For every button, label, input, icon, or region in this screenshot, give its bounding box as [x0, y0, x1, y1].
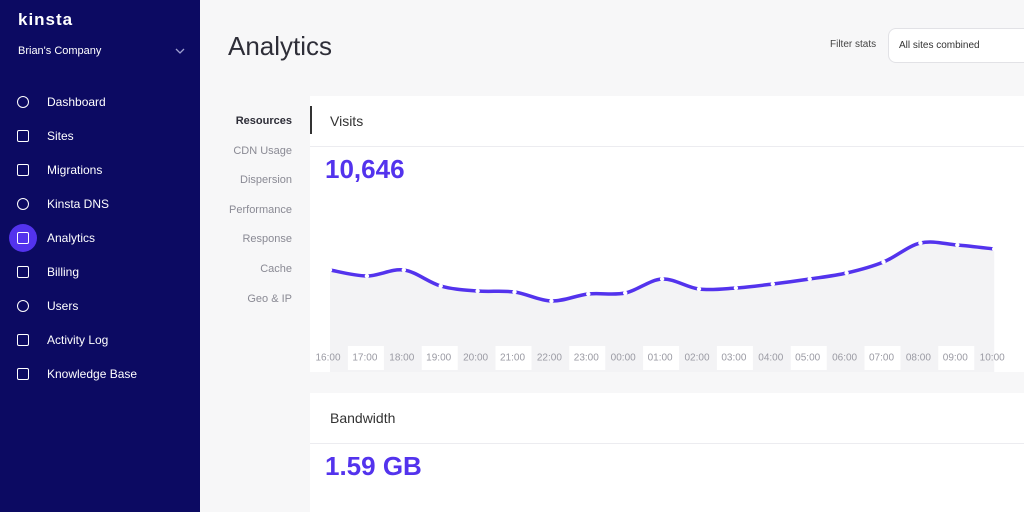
x-tick-label: 20:00	[463, 353, 488, 364]
x-tick-label: 21:00	[500, 353, 525, 364]
card-total: 1.59 GB	[325, 451, 422, 481]
x-tick-label: 09:00	[943, 353, 968, 364]
nav-icon	[17, 368, 29, 380]
divider	[310, 443, 1024, 444]
company-selector[interactable]: Brian's Company	[18, 45, 102, 57]
submenu-item[interactable]: Performance	[229, 203, 292, 216]
logo[interactable]: Kinsta	[18, 10, 74, 29]
point	[512, 289, 517, 295]
x-tick-label: 17:00	[352, 353, 377, 364]
point	[623, 290, 628, 296]
filter-dropdown[interactable]: All sites combined	[888, 28, 1024, 63]
x-tick-label: 23:00	[574, 353, 599, 364]
submenu-item[interactable]: Dispersion	[240, 174, 292, 187]
x-tick-label: 18:00	[389, 353, 414, 364]
submenu-item[interactable]: CDN Usage	[233, 144, 292, 157]
point	[992, 246, 997, 252]
point	[733, 285, 739, 291]
point	[475, 288, 480, 294]
submenu-item[interactable]: Resources	[235, 115, 292, 127]
point	[401, 267, 406, 273]
x-tick-label: 00:00	[611, 353, 636, 364]
submenu-item[interactable]: Response	[242, 233, 292, 246]
x-tick-label: 07:00	[869, 353, 894, 364]
point	[807, 276, 812, 282]
x-tick-label: 10:00	[980, 353, 1005, 364]
sidebar: Kinsta Brian's Company Dashboard Sites Mig…	[0, 0, 200, 512]
nav-icon	[17, 300, 29, 312]
point	[586, 291, 591, 297]
point	[881, 259, 886, 265]
area	[330, 241, 995, 372]
point	[955, 242, 960, 248]
point	[844, 270, 849, 276]
x-tick-label: 22:00	[537, 353, 562, 364]
x-label-box	[569, 346, 606, 370]
x-label-box	[864, 346, 901, 370]
x-tick-label: 16:00	[315, 353, 340, 364]
submenu-item[interactable]: Cache	[260, 263, 292, 275]
point	[696, 286, 702, 292]
x-tick-label: 05:00	[795, 353, 820, 364]
submenu-item[interactable]: Geo & IP	[247, 292, 292, 305]
point	[549, 298, 554, 304]
point	[327, 267, 333, 273]
card-total: 10,646	[325, 154, 405, 184]
point	[659, 276, 665, 282]
visits-chart: 16:00 17:00 18:00 19:00 20:00 21:00 22:00 23:00…	[315, 240, 1005, 372]
x-label-box	[716, 346, 753, 370]
nav-icon	[17, 334, 29, 346]
x-label-box	[347, 346, 384, 370]
x-tick-label: 06:00	[832, 353, 857, 364]
x-tick-label: 02:00	[684, 353, 709, 364]
x-tick-label: 08:00	[906, 353, 931, 364]
nav-icon	[17, 130, 29, 142]
nav-item[interactable]: Users	[47, 299, 79, 313]
x-label-box	[938, 346, 975, 370]
x-tick-label: 19:00	[426, 353, 451, 364]
point	[918, 240, 923, 246]
x-label-box	[495, 346, 532, 370]
bandwidth-card: Bandwidth 1.59 GB	[310, 393, 1024, 512]
nav-icon	[17, 232, 29, 244]
visits-card: Visits 10,646 16:00 17:00 18:00 19:00 20:00 2…	[310, 96, 1024, 372]
filter-label: Filter stats	[830, 39, 877, 50]
nav-icon	[17, 96, 29, 108]
nav-item[interactable]: Dashboard	[47, 95, 106, 109]
nav-icon	[17, 266, 29, 278]
x-tick-label: 01:00	[648, 353, 673, 364]
page-title: Analytics	[228, 31, 333, 61]
nav-item[interactable]: Knowledge Base	[47, 367, 138, 381]
x-tick-label: 03:00	[721, 353, 746, 364]
x-tick-label: 04:00	[758, 353, 783, 364]
card-title: Visits	[330, 113, 364, 129]
filter-value: All sites combined	[899, 40, 980, 51]
card-title: Bandwidth	[330, 410, 396, 426]
nav-icon	[17, 198, 29, 210]
divider	[310, 146, 1024, 147]
active-icon-bg	[9, 224, 37, 252]
x-label-box	[790, 346, 827, 370]
nav-item[interactable]: Billing	[47, 265, 80, 279]
point	[770, 281, 775, 287]
point	[438, 283, 443, 289]
nav-icon	[17, 164, 29, 176]
point	[364, 273, 370, 279]
nav-item[interactable]: Migrations	[47, 163, 103, 177]
x-label-box	[643, 346, 680, 370]
nav-item[interactable]: Kinsta DNS	[47, 197, 110, 211]
x-label-box	[421, 346, 458, 370]
nav-item[interactable]: Analytics	[47, 231, 96, 245]
nav-item[interactable]: Activity Log	[47, 333, 109, 347]
nav-item[interactable]: Sites	[47, 129, 74, 143]
chevron	[175, 48, 185, 54]
active-indicator	[310, 106, 312, 134]
